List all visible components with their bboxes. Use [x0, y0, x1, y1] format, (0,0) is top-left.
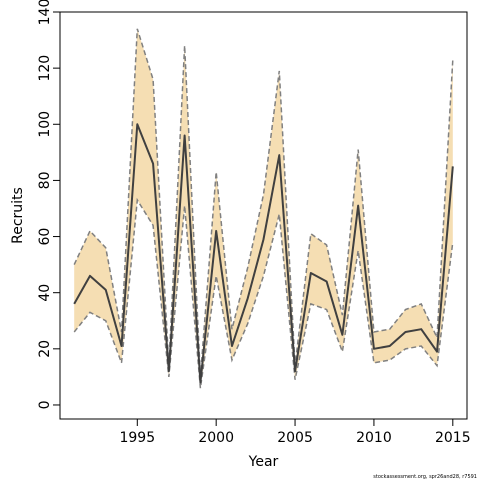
- y-tick-label: 120: [37, 55, 53, 82]
- y-axis: 0 20 40 60 80 100 120 140: [37, 0, 60, 409]
- estimate-line-group: [73, 123, 454, 384]
- estimate-line: [73, 123, 454, 384]
- confidence-band: [74, 28, 453, 389]
- x-tick-label: 2005: [277, 430, 313, 446]
- y-axis-title: Recruits: [10, 187, 26, 244]
- y-tick-label: 80: [37, 171, 53, 189]
- y-tick-label: 140: [37, 0, 53, 25]
- y-tick-label: 20: [37, 340, 53, 358]
- confidence-band-area: [74, 28, 453, 389]
- y-tick-label: 100: [37, 111, 53, 138]
- footer-credit: stockassessment.org, spr26and28, r7591: [373, 474, 477, 480]
- y-tick-label: 40: [37, 284, 53, 302]
- x-tick-label: 2015: [435, 430, 471, 446]
- upper-bound-line: [73, 28, 454, 377]
- x-tick-label: 2000: [198, 430, 234, 446]
- confidence-bounds: [73, 28, 454, 389]
- plot-frame: [59, 11, 468, 420]
- y-tick-label: 0: [37, 401, 53, 410]
- x-tick-label: 2010: [356, 430, 392, 446]
- x-axis-title: Year: [248, 454, 279, 470]
- lower-bound-line: [73, 197, 454, 389]
- y-tick-label: 60: [37, 228, 53, 246]
- x-axis: 1995 2000 2005 2010 2015: [119, 419, 471, 446]
- x-tick-label: 1995: [119, 430, 155, 446]
